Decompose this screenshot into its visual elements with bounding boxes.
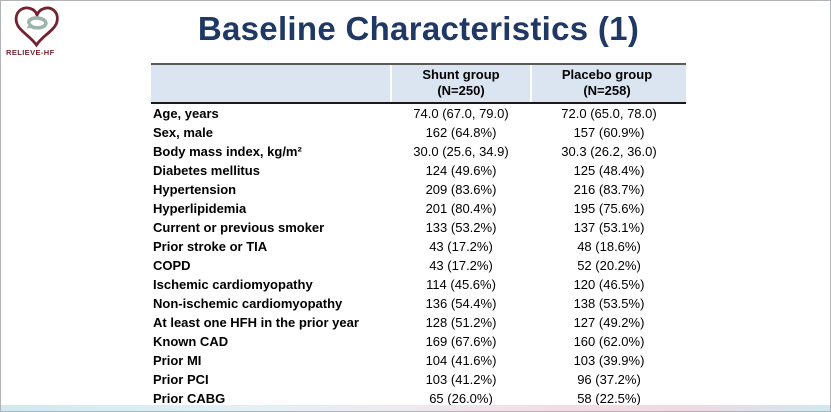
heart-swirl-icon xyxy=(14,6,59,48)
row-shunt-value: 169 (67.6%) xyxy=(425,334,497,349)
table-row: Known CAD 169 (67.6%) 160 (62.0%) xyxy=(151,332,686,351)
table-row: Current or previous smoker 133 (53.2%) 1… xyxy=(151,218,686,237)
row-placebo-value: 195 (75.6%) xyxy=(573,201,645,216)
slide-bottom-accent-strip xyxy=(1,405,830,411)
row-label: At least one HFH in the prior year xyxy=(153,315,359,330)
row-placebo-value: 72.0 (65.0, 78.0) xyxy=(561,106,657,121)
relieve-hf-logo: RELIEVE-HF xyxy=(5,4,69,57)
header-placebo-n: (N=258) xyxy=(583,83,631,98)
row-label: Prior PCI xyxy=(153,372,209,387)
table-row: Hyperlipidemia 201 (80.4%) 195 (75.6%) xyxy=(151,199,686,218)
table-header-row: Shunt group (N=250) Placebo group (N=258… xyxy=(151,63,686,104)
row-placebo-value: 137 (53.1%) xyxy=(573,220,645,235)
row-shunt-value: 201 (80.4%) xyxy=(425,201,497,216)
row-label: Age, years xyxy=(153,106,219,121)
header-cell-empty xyxy=(151,65,390,102)
row-shunt-value: 103 (41.2%) xyxy=(425,372,497,387)
table-row: At least one HFH in the prior year 128 (… xyxy=(151,313,686,332)
table-row: Body mass index, kg/m² 30.0 (25.6, 34.9)… xyxy=(151,142,686,161)
row-placebo-value: 138 (53.5%) xyxy=(573,296,645,311)
row-placebo-value: 125 (48.4%) xyxy=(573,163,645,178)
row-label: Prior CABG xyxy=(153,391,226,406)
row-placebo-value: 103 (39.9%) xyxy=(573,353,645,368)
row-shunt-value: 209 (83.6%) xyxy=(425,182,497,197)
row-placebo-value: 127 (49.2%) xyxy=(573,315,645,330)
row-label: COPD xyxy=(153,258,191,273)
table-row: Prior stroke or TIA 43 (17.2%) 48 (18.6%… xyxy=(151,237,686,256)
row-shunt-value: 104 (41.6%) xyxy=(425,353,497,368)
page-title: Baseline Characteristics (1) xyxy=(197,10,640,47)
row-shunt-value: 136 (54.4%) xyxy=(425,296,497,311)
baseline-characteristics-table: Shunt group (N=250) Placebo group (N=258… xyxy=(151,63,686,410)
header-shunt-label: Shunt group xyxy=(422,67,500,82)
table-body: Age, years 74.0 (67.0, 79.0) 72.0 (65.0,… xyxy=(151,104,686,410)
header-cell-shunt-group: Shunt group (N=250) xyxy=(390,65,530,102)
header-placebo-label: Placebo group xyxy=(561,67,653,82)
row-placebo-value: 96 (37.2%) xyxy=(577,372,641,387)
row-shunt-value: 65 (26.0%) xyxy=(429,391,493,406)
table-row: Hypertension 209 (83.6%) 216 (83.7%) xyxy=(151,180,686,199)
row-placebo-value: 216 (83.7%) xyxy=(573,182,645,197)
row-label: Current or previous smoker xyxy=(153,220,325,235)
row-shunt-value: 74.0 (67.0, 79.0) xyxy=(413,106,509,121)
row-placebo-value: 160 (62.0%) xyxy=(573,334,645,349)
row-label: Ischemic cardiomyopathy xyxy=(153,277,313,292)
row-shunt-value: 30.0 (25.6, 34.9) xyxy=(413,144,509,159)
table-row: COPD 43 (17.2%) 52 (20.2%) xyxy=(151,256,686,275)
logo-brand-text: RELIEVE-HF xyxy=(6,48,55,57)
header-shunt-n: (N=250) xyxy=(437,83,485,98)
row-placebo-value: 120 (46.5%) xyxy=(573,277,645,292)
row-label: Hyperlipidemia xyxy=(153,201,247,216)
row-shunt-value: 43 (17.2%) xyxy=(429,239,493,254)
row-placebo-value: 52 (20.2%) xyxy=(577,258,641,273)
row-label: Prior stroke or TIA xyxy=(153,239,268,254)
row-placebo-value: 30.3 (26.2, 36.0) xyxy=(561,144,657,159)
table-row: Non-ischemic cardiomyopathy 136 (54.4%) … xyxy=(151,294,686,313)
row-label: Known CAD xyxy=(153,334,229,349)
row-label: Body mass index, kg/m² xyxy=(153,144,302,159)
table-row: Sex, male 162 (64.8%) 157 (60.9%) xyxy=(151,123,686,142)
row-shunt-value: 43 (17.2%) xyxy=(429,258,493,273)
row-label: Prior MI xyxy=(153,353,202,368)
row-shunt-value: 114 (45.6%) xyxy=(426,277,496,292)
header-cell-placebo-group: Placebo group (N=258) xyxy=(530,65,682,102)
row-placebo-value: 48 (18.6%) xyxy=(577,239,641,254)
row-label: Diabetes mellitus xyxy=(153,163,260,178)
row-placebo-value: 157 (60.9%) xyxy=(573,125,645,140)
row-label: Non-ischemic cardiomyopathy xyxy=(153,296,343,311)
row-shunt-value: 128 (51.2%) xyxy=(425,315,497,330)
table-row: Age, years 74.0 (67.0, 79.0) 72.0 (65.0,… xyxy=(151,104,686,123)
table-row: Diabetes mellitus 124 (49.6%) 125 (48.4%… xyxy=(151,161,686,180)
row-placebo-value: 58 (22.5%) xyxy=(577,391,641,406)
row-label: Sex, male xyxy=(153,125,213,140)
row-shunt-value: 162 (64.8%) xyxy=(425,125,497,140)
table-row: Prior MI 104 (41.6%) 103 (39.9%) xyxy=(151,351,686,370)
table-row: Prior PCI 103 (41.2%) 96 (37.2%) xyxy=(151,370,686,389)
row-label: Hypertension xyxy=(153,182,237,197)
row-shunt-value: 124 (49.6%) xyxy=(425,163,497,178)
table-row: Prior CABG 65 (26.0%) 58 (22.5%) xyxy=(151,389,686,408)
table-row: Ischemic cardiomyopathy 114 (45.6%) 120 … xyxy=(151,275,686,294)
row-shunt-value: 133 (53.2%) xyxy=(425,220,497,235)
